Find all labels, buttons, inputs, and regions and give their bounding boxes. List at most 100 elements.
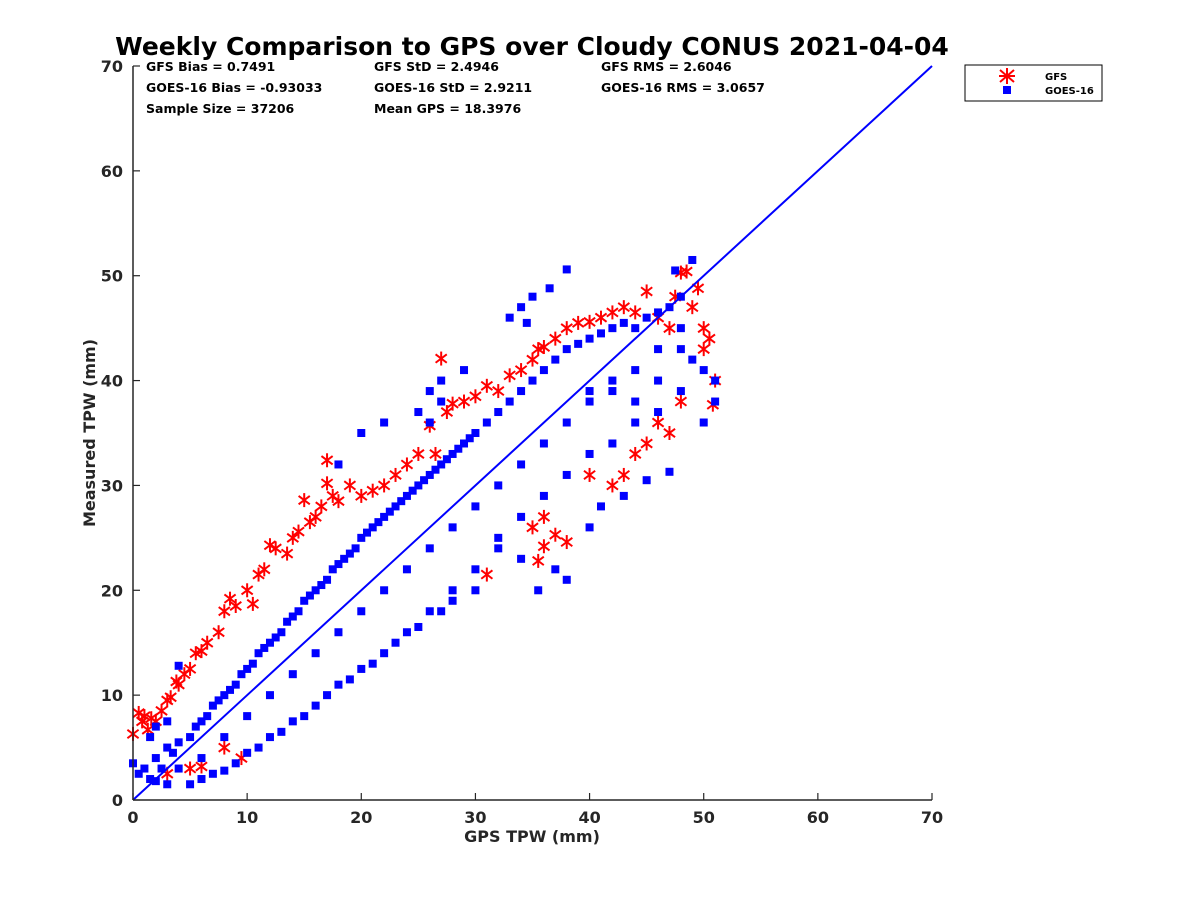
gfs-point — [703, 331, 716, 346]
y-tick-label: 10 — [101, 686, 123, 705]
goes-16-point — [585, 397, 594, 406]
gfs-point — [537, 340, 551, 355]
gfs-point — [200, 635, 214, 650]
gfs-point — [526, 520, 539, 535]
gfs-point — [537, 509, 551, 524]
goes-16-point — [425, 387, 434, 396]
x-tick-label: 70 — [921, 808, 943, 827]
goes-16-point — [345, 549, 354, 558]
goes-16-point — [243, 748, 252, 757]
goes-16-point — [226, 685, 235, 694]
goes-16-point — [654, 308, 663, 317]
goes-16-point — [562, 575, 571, 584]
gfs-point — [446, 396, 459, 411]
stat-mean-gps: Mean GPS = 18.3976 — [374, 101, 521, 116]
goes-16-point — [471, 586, 480, 595]
goes-16-point — [425, 607, 434, 616]
goes-16-point — [248, 659, 257, 668]
goes-16-point — [357, 533, 366, 542]
goes-16-point — [254, 649, 263, 658]
goes-16-point — [517, 387, 526, 396]
gfs-point — [343, 478, 357, 493]
goes-16-point — [619, 318, 628, 327]
gfs-point — [640, 436, 653, 451]
goes-16-point — [688, 255, 697, 264]
gfs-point — [309, 509, 322, 524]
goes-16-point — [699, 366, 708, 375]
chart-title: Weekly Comparison to GPS over Cloudy CON… — [115, 32, 949, 61]
stat-goes-bias: GOES-16 Bias = -0.93033 — [146, 80, 322, 95]
y-tick-label: 50 — [101, 267, 123, 286]
goes-16-point — [517, 554, 526, 563]
gfs-point — [560, 535, 573, 550]
gfs-point — [355, 488, 368, 503]
goes-16-point — [214, 696, 223, 705]
goes-16-point — [425, 470, 434, 479]
goes-16-point — [191, 722, 200, 731]
goes-16-point — [271, 633, 280, 642]
goes-16-point — [420, 476, 429, 485]
goes-16-point — [448, 523, 457, 532]
legend-gfs-marker-asterisk-icon — [999, 68, 1015, 84]
gfs-point — [218, 604, 231, 619]
x-tick-label: 20 — [350, 808, 372, 827]
goes-16-point — [197, 717, 206, 726]
gfs-point — [629, 446, 642, 461]
gfs-point — [212, 625, 225, 640]
goes-16-point — [163, 717, 172, 726]
goes-16-point — [168, 748, 177, 757]
goes-16-point — [380, 512, 389, 521]
legend: GFS GOES-16 — [964, 64, 1103, 102]
x-axis-label: GPS TPW (mm) — [464, 827, 600, 846]
goes-16-point — [260, 643, 269, 652]
goes-16-point — [151, 722, 160, 731]
goes-16-point — [562, 470, 571, 479]
goes-16-point — [551, 565, 560, 574]
gfs-point — [320, 476, 334, 491]
gfs-point — [480, 378, 494, 393]
goes-16-point — [631, 324, 640, 333]
goes-16-point — [163, 743, 172, 752]
gfs-point — [560, 321, 573, 336]
goes-16-point — [345, 675, 354, 684]
y-tick-label: 60 — [101, 162, 123, 181]
gfs-point — [606, 478, 619, 493]
goes-16-point — [585, 523, 594, 532]
goes-16-point — [562, 265, 571, 274]
goes-16-point — [585, 334, 594, 343]
goes-16-point — [300, 712, 309, 721]
goes-16-point — [522, 318, 531, 327]
gfs-point — [617, 300, 631, 315]
goes-16-point — [676, 345, 685, 354]
goes-16-point — [414, 622, 423, 631]
goes-16-point — [277, 727, 286, 736]
goes-16-point — [134, 769, 143, 778]
gfs-point — [258, 562, 271, 577]
gfs-point — [400, 457, 414, 472]
goes-16-point — [311, 649, 320, 658]
gfs-point — [651, 415, 665, 430]
gfs-point — [280, 546, 294, 561]
goes-16-point — [585, 449, 594, 458]
stat-gfs-rms: GFS RMS = 2.6046 — [601, 59, 732, 74]
legend-goes-label: GOES-16 — [1045, 86, 1094, 97]
goes-16-point — [254, 743, 263, 752]
gfs-point — [532, 553, 545, 568]
goes-16-point — [323, 691, 332, 700]
goes-16-point — [391, 502, 400, 511]
goes-16-point — [380, 418, 389, 427]
y-tick-label: 0 — [112, 791, 123, 810]
goes-16-point — [562, 345, 571, 354]
gfs-point — [594, 310, 608, 325]
gfs-series — [126, 264, 722, 781]
goes-16-point — [471, 502, 480, 511]
gfs-point — [663, 321, 676, 336]
goes-16-point — [494, 533, 503, 542]
goes-16-point — [357, 664, 366, 673]
goes-16-point — [311, 701, 320, 710]
goes-16-point — [517, 303, 526, 312]
goes-16-point — [460, 366, 469, 375]
stat-gfs-std: GFS StD = 2.4946 — [374, 59, 499, 74]
gfs-point — [640, 284, 653, 299]
y-axis-ticks: 0 10 20 30 40 50 60 70 — [101, 57, 140, 810]
